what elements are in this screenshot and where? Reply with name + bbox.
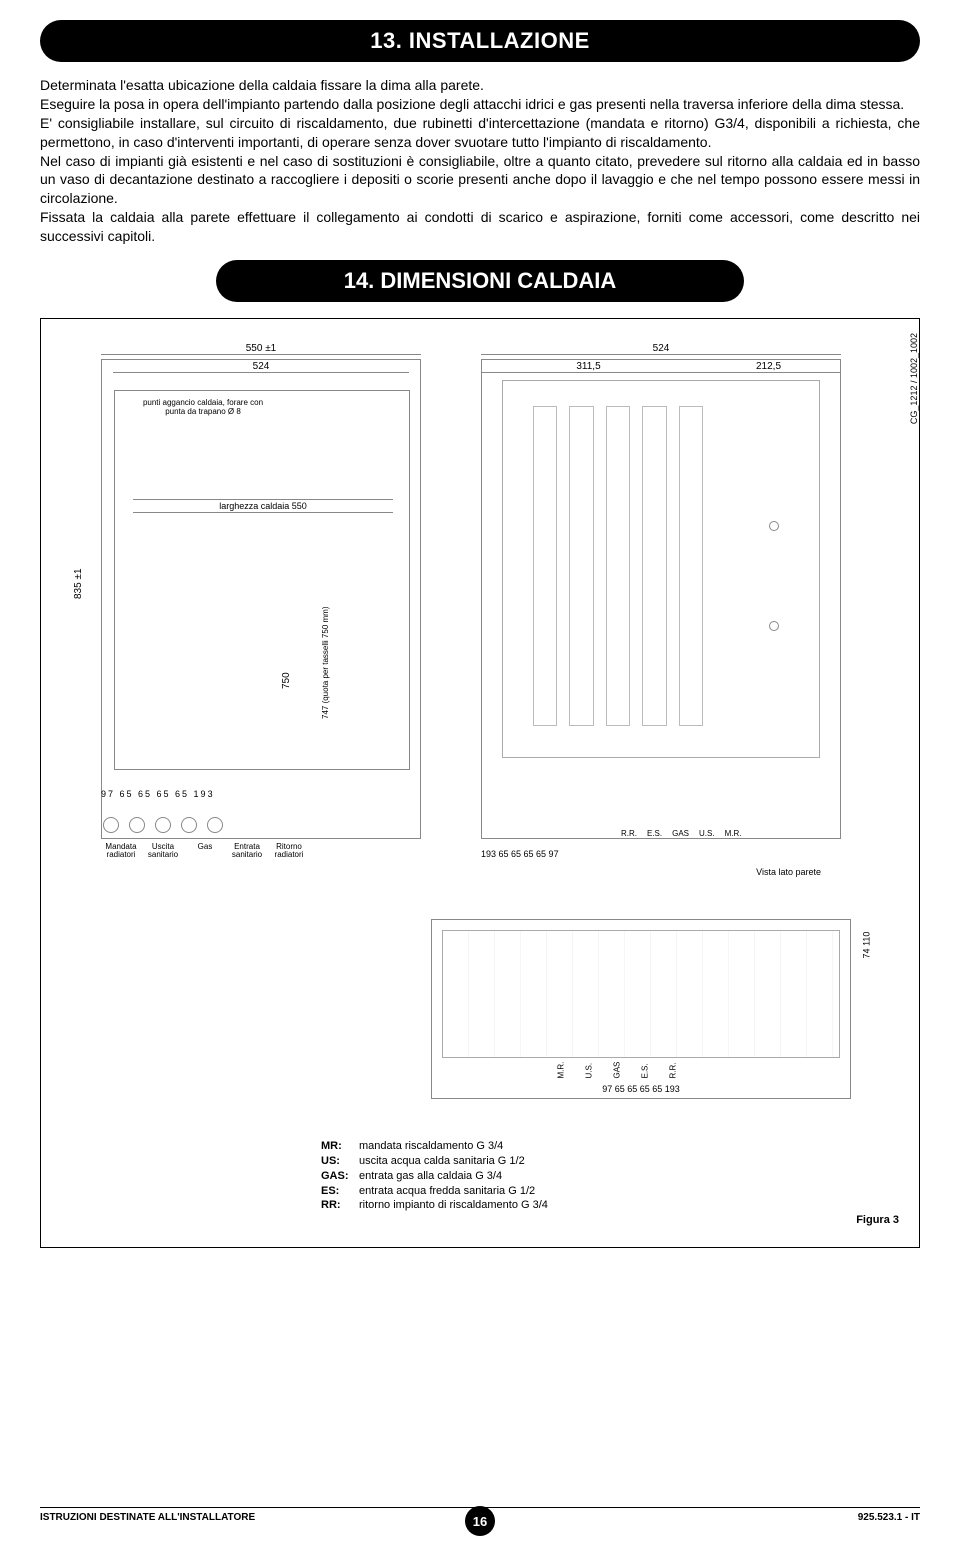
note-width: larghezza caldaia 550 — [133, 499, 393, 513]
dim-747: 747 (quota per tasselli 750 mm) — [321, 607, 330, 720]
front-panel-outline — [101, 359, 421, 839]
diagram-reference: CG_1212 / 1002_1002 — [909, 333, 919, 424]
side-bars — [533, 406, 703, 726]
dimensions-diagram: CG_1212 / 1002_1002 550 ±1 524 punti agg… — [40, 318, 920, 1248]
front-connection-labels: Mandataradiatori Uscitasanitario Gas Ent… — [103, 843, 307, 860]
side-conn-labels: R.R. E.S. GAS U.S. M.R. — [621, 829, 741, 838]
footer-right: 925.523.1 - IT — [858, 1512, 920, 1523]
side-bottom-dims: 193 65 65 65 65 97 — [481, 849, 841, 859]
side-view-outline — [481, 359, 841, 839]
front-conn-circles — [103, 817, 223, 833]
footer-left: ISTRUZIONI DESTINATE ALL'INSTALLATORE — [40, 1512, 255, 1523]
section-13-title: 13. INSTALLAZIONE — [40, 20, 920, 62]
side-dim-524: 524 — [481, 343, 841, 355]
section-14-title: 14. DIMENSIONI CALDAIA — [216, 260, 744, 302]
bottom-conn-labels: M.R. U.S. GAS E.S. R.R. — [552, 1065, 682, 1074]
front-inner-outline — [114, 390, 410, 770]
dim-550: 550 ±1 — [101, 343, 421, 355]
bottom-view-dims: 97 65 65 65 65 193 — [432, 1084, 850, 1094]
figure-label: Figura 3 — [856, 1214, 899, 1226]
page-footer: ISTRUZIONI DESTINATE ALL'INSTALLATORE 16… — [40, 1507, 920, 1523]
bottom-view-outline: M.R. U.S. GAS E.S. R.R. 97 65 65 65 65 1… — [431, 919, 851, 1099]
side-internal — [502, 380, 820, 758]
connections-legend: MR:mandata riscaldamento G 3/4 US:uscita… — [321, 1139, 548, 1213]
front-bottom-dims: 97 65 65 65 65 193 — [101, 789, 421, 799]
section-13-body: Determinata l'esatta ubicazione della ca… — [40, 76, 920, 246]
page-number: 16 — [465, 1506, 495, 1536]
vista-lato-label: Vista lato parete — [481, 867, 841, 877]
dim-835: 835 ±1 — [73, 569, 84, 600]
note-drill-points: punti aggancio caldaia, forare conpunta … — [133, 399, 273, 417]
bottom-view-inner — [442, 930, 840, 1058]
bottom-h-dims: 74 110 — [862, 932, 872, 959]
dim-750: 750 — [281, 672, 292, 689]
